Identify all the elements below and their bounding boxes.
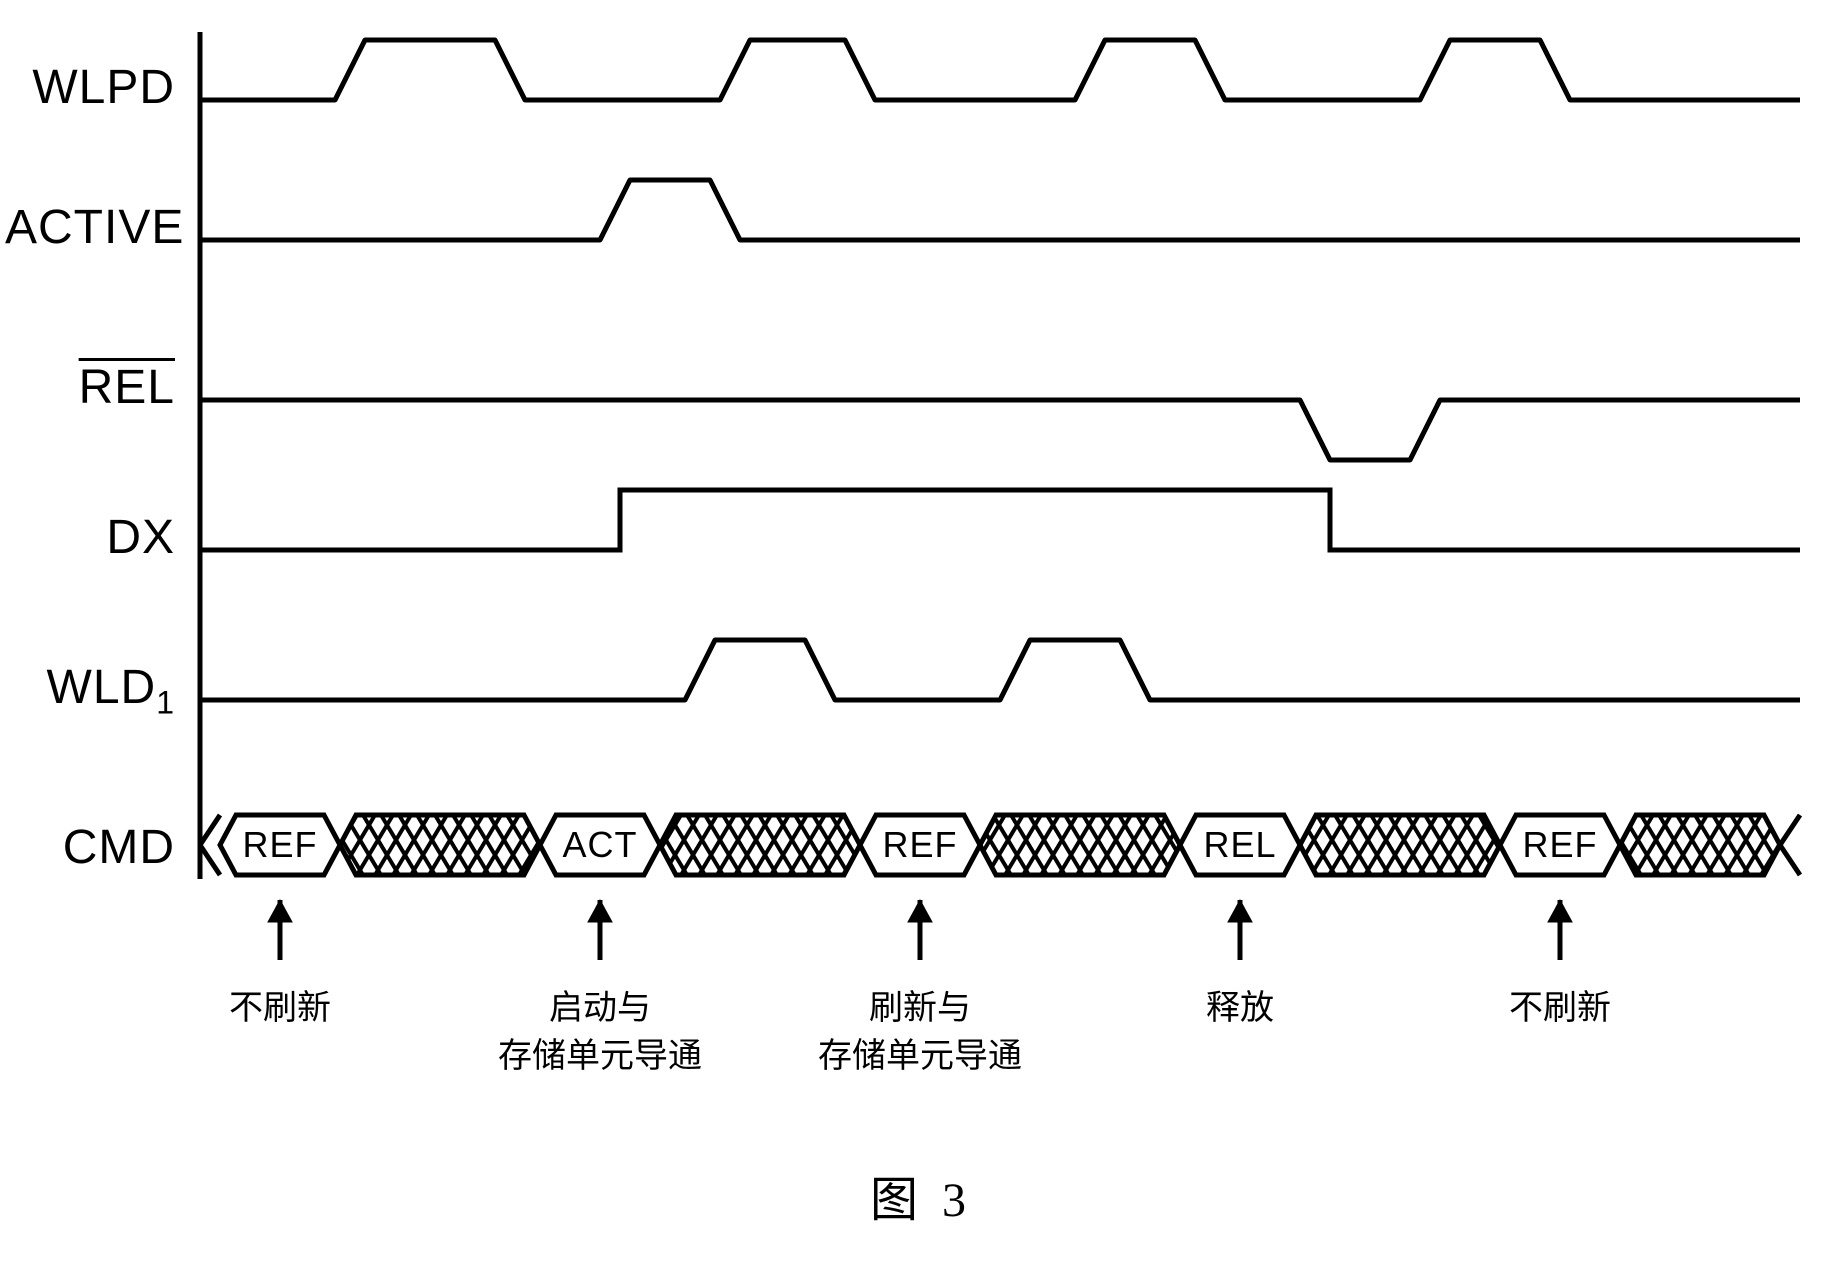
label-dx: DX xyxy=(5,510,175,565)
label-rel: REL xyxy=(5,360,175,415)
annotation-3: 释放 xyxy=(1140,985,1340,1033)
annotation-0: 不刷新 xyxy=(180,985,380,1033)
annotation-2: 刷新与存储单元导通 xyxy=(790,985,1050,1080)
cmd-cell-4: REF xyxy=(1500,824,1620,866)
timing-diagram xyxy=(0,0,1844,1277)
label-wld1: WLD1 xyxy=(5,660,175,722)
cmd-cell-1: ACT xyxy=(540,824,660,866)
annotation-1: 启动与存储单元导通 xyxy=(470,985,730,1080)
cmd-cell-3: REL xyxy=(1180,824,1300,866)
label-cmd: CMD xyxy=(5,820,175,875)
figure-label: 图 3 xyxy=(870,1160,972,1230)
annotation-4: 不刷新 xyxy=(1460,985,1660,1033)
cmd-cell-2: REF xyxy=(860,824,980,866)
cmd-cell-0: REF xyxy=(220,824,340,866)
label-active: ACTIVE xyxy=(5,200,175,255)
label-wlpd: WLPD xyxy=(5,60,175,115)
